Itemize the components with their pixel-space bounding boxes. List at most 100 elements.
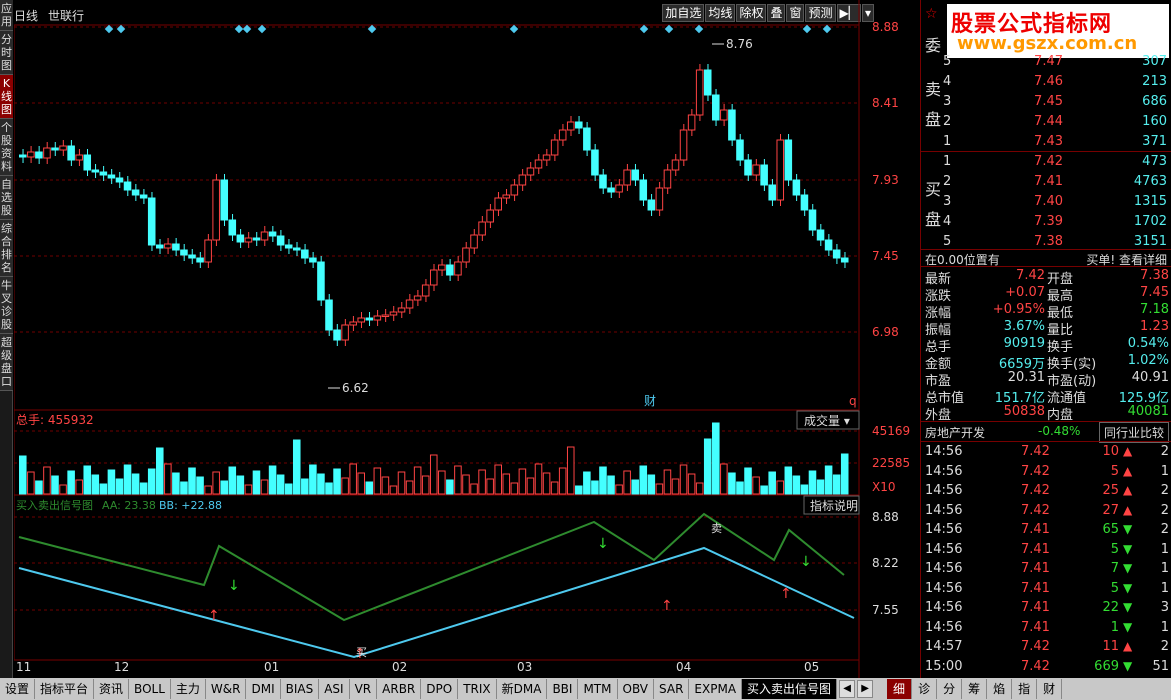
- panel-tab[interactable]: 筹: [962, 679, 988, 699]
- indicator-tab[interactable]: 买入卖出信号图: [742, 679, 838, 699]
- toolbar-button[interactable]: 窗: [786, 4, 805, 22]
- volume-bar: [558, 467, 567, 495]
- left-nav-item[interactable]: 超级盘口: [0, 334, 13, 391]
- star-icon[interactable]: ☆: [925, 6, 938, 22]
- compare-button[interactable]: 同行业比较: [1098, 422, 1169, 443]
- volume-selector[interactable]: [796, 410, 860, 430]
- left-nav-item[interactable]: 牛叉诊股: [0, 277, 13, 334]
- indicator-tab[interactable]: 主力: [170, 679, 206, 699]
- quote-value: 40081: [1127, 404, 1169, 419]
- event-marker[interactable]: [694, 24, 704, 34]
- indicator-tab[interactable]: SAR: [654, 679, 690, 699]
- play-icon[interactable]: ▶▏: [836, 4, 861, 22]
- panel-tab[interactable]: 诊: [912, 679, 938, 699]
- order-book-row[interactable]: 3 7.40 1315: [943, 192, 1171, 212]
- indicator-tab[interactable]: MTM: [578, 679, 618, 699]
- event-marker[interactable]: [802, 24, 812, 34]
- tick-price: 7.41: [1021, 541, 1050, 557]
- help-button[interactable]: [803, 495, 860, 515]
- quote-value: 7.45: [1140, 285, 1169, 300]
- indicator-tab[interactable]: DPO: [421, 679, 459, 699]
- toolbar-button[interactable]: 加自选: [662, 4, 705, 22]
- volume-bar: [212, 471, 220, 495]
- order-book-row[interactable]: 5 7.38 3151: [943, 232, 1171, 252]
- event-marker[interactable]: [104, 24, 114, 34]
- order-book-row[interactable]: 3 7.45 686: [943, 92, 1171, 112]
- left-nav-item[interactable]: 综合排名: [0, 220, 13, 277]
- indicator-tab[interactable]: BIAS: [280, 679, 320, 699]
- buy-side-label-2: 盘: [925, 210, 942, 229]
- indicator-tab[interactable]: BOLL: [129, 679, 171, 699]
- toolbar-button[interactable]: 除权: [736, 4, 767, 22]
- detail-link[interactable]: 买单! 查看详细: [1086, 253, 1167, 267]
- volume-bar: [671, 478, 680, 495]
- sector-name[interactable]: 房地产开发: [925, 426, 986, 440]
- panel-tab[interactable]: 分: [937, 679, 963, 699]
- indicator-tab[interactable]: ASI: [319, 679, 350, 699]
- price-panel-frame: [14, 24, 860, 411]
- left-nav-item[interactable]: 自选股: [0, 176, 13, 220]
- toolbar-button[interactable]: 叠: [767, 4, 786, 22]
- indicator-tab[interactable]: 指标平台: [35, 679, 95, 699]
- event-marker[interactable]: [822, 24, 832, 34]
- volume-bar: [373, 467, 382, 495]
- candle-body: [679, 129, 688, 161]
- indicator-tab[interactable]: DMI: [246, 679, 281, 699]
- dropdown-icon[interactable]: ▾: [861, 4, 874, 22]
- toolbar-button[interactable]: 预测: [805, 4, 836, 22]
- arrow-down-icon: ▼: [1123, 541, 1133, 556]
- indicator-tab[interactable]: BBI: [547, 679, 579, 699]
- indicator-tab[interactable]: 资讯: [94, 679, 130, 699]
- indicator-tab[interactable]: W&R: [205, 679, 247, 699]
- order-book-row[interactable]: 4 7.39 1702: [943, 212, 1171, 232]
- event-marker[interactable]: [116, 24, 126, 34]
- panel-tab[interactable]: 细: [887, 679, 913, 699]
- event-marker[interactable]: [509, 24, 519, 34]
- tick-time: 14:56: [925, 444, 963, 459]
- event-marker[interactable]: [367, 24, 377, 34]
- indicator-tab[interactable]: 新DMA: [496, 679, 548, 699]
- order-book-row[interactable]: 2 7.41 4763: [943, 172, 1171, 192]
- order-book-row[interactable]: 5 7.47 307: [943, 52, 1171, 72]
- event-marker[interactable]: [242, 24, 252, 34]
- indicator-tab[interactable]: 设置: [0, 679, 36, 699]
- quote-label: 涨幅: [925, 306, 952, 321]
- indicator-tab[interactable]: TRIX: [458, 679, 497, 699]
- next-arrow-icon[interactable]: ▶: [857, 680, 874, 698]
- tick-row: 14:56 7.41 65 ▼ 2: [925, 521, 1171, 540]
- indicator-tab[interactable]: EXPMA: [689, 679, 743, 699]
- toolbar-button[interactable]: 均线: [705, 4, 736, 22]
- panel-tab[interactable]: 财: [1037, 679, 1063, 699]
- q-marker[interactable]: q: [849, 394, 857, 408]
- volume-bar: [405, 480, 414, 495]
- candle-body: [99, 171, 108, 176]
- event-marker[interactable]: [257, 24, 267, 34]
- left-nav-item[interactable]: 分时图: [0, 31, 13, 75]
- order-book-row[interactable]: 1 7.42 473: [943, 152, 1171, 172]
- indicator-tab[interactable]: VR: [349, 679, 378, 699]
- left-nav-item[interactable]: K线图: [0, 75, 13, 119]
- event-marker[interactable]: [234, 24, 244, 34]
- divider: [921, 421, 1171, 422]
- candle-body: [542, 154, 551, 161]
- left-nav-item[interactable]: 应用: [0, 0, 13, 31]
- volume: 371: [1142, 134, 1167, 149]
- indicator-tab[interactable]: ARBR: [377, 679, 422, 699]
- event-marker[interactable]: [639, 24, 649, 34]
- event-marker[interactable]: [664, 24, 674, 34]
- tick-time: 14:56: [925, 502, 963, 518]
- order-book-row[interactable]: 4 7.46 213: [943, 72, 1171, 92]
- kline-chart[interactable]: 8.88 8.41 7.93 7.45 6.98 8.76 6.62 财 q 总手: 455932…: [14, 0, 919, 678]
- tick-count: 2: [1160, 444, 1169, 459]
- quote-label: 量比: [1047, 323, 1074, 338]
- panel-tab[interactable]: 焰: [987, 679, 1013, 699]
- finance-marker[interactable]: 财: [644, 394, 656, 408]
- left-nav-item[interactable]: 个股资料: [0, 119, 13, 176]
- order-book-row[interactable]: 2 7.44 160: [943, 112, 1171, 132]
- volume-bar: [744, 467, 752, 495]
- indicator-tab[interactable]: OBV: [617, 679, 655, 699]
- order-book-row[interactable]: 1 7.43 371: [943, 132, 1171, 152]
- panel-tab[interactable]: 指: [1012, 679, 1038, 699]
- prev-arrow-icon[interactable]: ◀: [839, 680, 856, 698]
- x-axis-label: 01: [264, 660, 279, 674]
